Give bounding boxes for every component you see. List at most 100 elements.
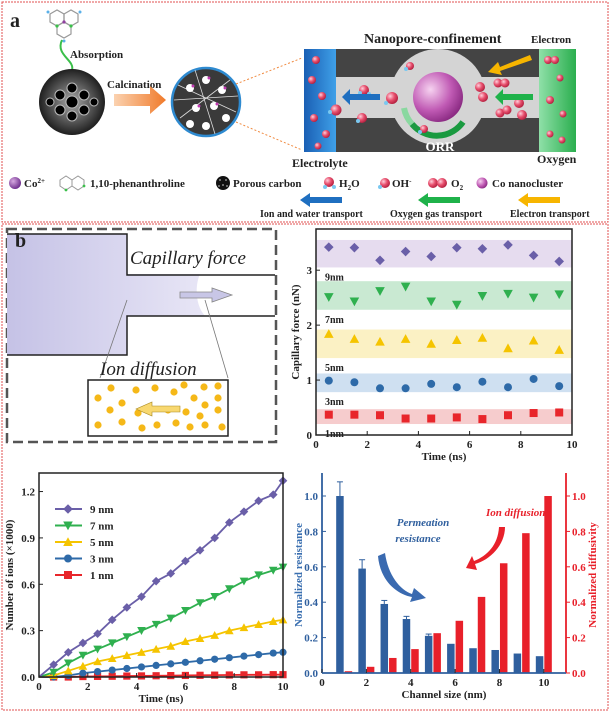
y-tick-label: 2	[307, 320, 313, 332]
data-point	[137, 627, 146, 635]
transport-legend: Ion and water transport Oxygen gas transp…	[260, 193, 590, 220]
data-point	[225, 626, 234, 635]
data-point	[504, 411, 512, 420]
legend-o2-sub: 2	[460, 184, 464, 192]
zoom-line	[235, 57, 303, 85]
data-point	[349, 297, 360, 307]
legend-h2o: H	[339, 178, 348, 190]
ion-dot	[94, 421, 102, 429]
co-nanocluster-legend-icon	[476, 177, 488, 189]
x-tick-label: 8	[518, 439, 524, 451]
data-point	[427, 414, 436, 423]
resistance-bar	[380, 603, 389, 673]
ion-dot	[153, 421, 161, 429]
data-point	[268, 617, 278, 625]
data-point	[63, 659, 73, 668]
ion-dot	[190, 394, 198, 402]
ion-diffusion-annotation: Ion diffusion	[485, 507, 545, 519]
data-point	[529, 374, 538, 383]
x-tick-label: 4	[408, 677, 414, 689]
y-tick-label: 0.8	[304, 526, 318, 538]
data-point	[107, 654, 117, 663]
data-point	[181, 556, 190, 566]
data-point	[64, 554, 72, 563]
data-point	[504, 383, 512, 392]
data-point	[255, 650, 263, 659]
phenanthroline-molecule-icon	[46, 9, 82, 43]
data-point	[63, 537, 73, 546]
legend-phenanthroline: 1,10-phenanthroline	[90, 178, 185, 190]
data-point	[63, 666, 73, 675]
x-tick-label: 10	[567, 439, 579, 451]
legend-label: 5 nm	[90, 537, 114, 549]
electrolyte-region	[304, 49, 336, 152]
svg-text:H2O: H2O	[339, 178, 360, 192]
data-point	[426, 251, 436, 262]
data-point	[554, 345, 564, 354]
data-point	[210, 593, 219, 601]
data-point	[167, 672, 175, 680]
data-point	[123, 664, 131, 673]
data-point	[181, 637, 190, 646]
x-tick-label: 4	[416, 439, 422, 451]
permeation-arrow-icon	[378, 553, 426, 602]
panel-a-frame	[1, 1, 609, 223]
electron-transport-arrow-icon	[488, 55, 532, 75]
data-point	[63, 521, 73, 531]
permeation-annotation: resistance	[395, 533, 440, 545]
data-point	[554, 256, 564, 267]
capillary-schematic	[5, 227, 278, 444]
x-axis-label: Channel size (nm)	[402, 689, 487, 701]
data-point	[63, 647, 73, 657]
y-axis-label: Capillary force (nN)	[290, 284, 302, 379]
transport-label: Electron transport	[510, 209, 590, 220]
right-y-tick-label: 0.8	[572, 526, 586, 538]
data-point	[122, 603, 132, 612]
diffusivity-bar	[499, 563, 508, 673]
data-point	[195, 599, 205, 608]
x-tick-label: 0	[319, 677, 325, 689]
x-tick-label: 6	[183, 681, 189, 693]
svg-text:Co2+: Co2+	[24, 177, 45, 190]
ion-dot	[214, 382, 222, 390]
legend-oh: OH	[392, 178, 410, 190]
phenanthroline-legend-icon	[59, 175, 86, 192]
data-point	[107, 639, 117, 648]
x-tick-label: 10	[278, 681, 290, 693]
right-y-tick-label: 0.6	[572, 562, 586, 574]
oh-legend-icon	[378, 178, 390, 189]
right-y-tick-label: 0.4	[572, 597, 586, 609]
ion-transport-arrow-icon	[342, 89, 380, 105]
transport-arrow-icon	[418, 193, 460, 207]
data-point	[269, 671, 277, 679]
ion-dot	[170, 388, 178, 396]
zoom-line	[235, 121, 303, 151]
data-point	[166, 641, 176, 650]
legend-oh-sup: -	[409, 177, 412, 185]
orr-arrow-icon	[409, 120, 466, 139]
data-point	[254, 620, 263, 629]
oxygen-region	[539, 49, 576, 152]
series-band	[316, 239, 572, 268]
data-point	[137, 663, 146, 671]
legend-co-charge: 2+	[37, 177, 45, 185]
data-point	[401, 414, 410, 423]
series-line	[38, 566, 284, 678]
data-point	[211, 671, 219, 679]
transport-arrow-icon	[518, 193, 560, 207]
data-point	[93, 645, 102, 654]
data-point	[225, 654, 233, 662]
resistance-bar	[336, 496, 344, 673]
absorption-label: Absorption	[70, 49, 123, 61]
data-point	[452, 335, 462, 344]
oxygen-label: Oxygen	[537, 152, 577, 166]
h2o-legend-icon	[323, 177, 336, 189]
ion-dot	[172, 419, 180, 427]
ion-dot	[94, 394, 102, 402]
data-point	[452, 300, 462, 310]
water-molecules	[308, 56, 567, 150]
data-point	[152, 661, 160, 670]
legend-o2: O	[451, 178, 460, 190]
ion-dot	[214, 394, 222, 402]
ion-dot	[182, 408, 190, 416]
